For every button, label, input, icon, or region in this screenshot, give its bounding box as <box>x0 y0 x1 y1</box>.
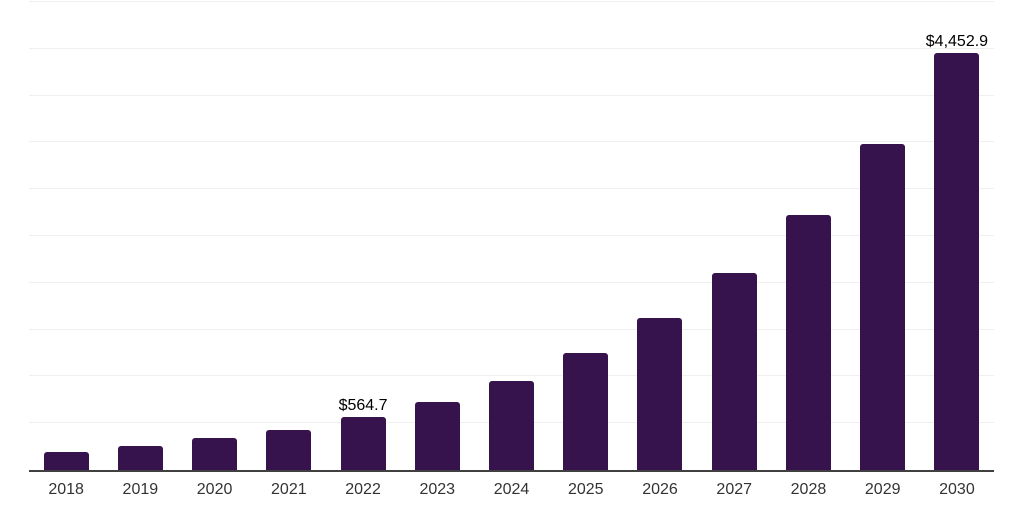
bar-2027 <box>711 272 757 470</box>
bar-2028 <box>785 215 831 470</box>
bar-2019 <box>117 446 163 470</box>
bar-2020 <box>192 438 238 470</box>
bar-column-2019 <box>103 2 177 470</box>
plot-area: $564.7 $4,452.9 <box>29 1 994 472</box>
bar-column-2024 <box>474 2 548 470</box>
x-axis-labels: 2018 2019 2020 2021 2022 2023 2024 2025 2026 2027… <box>29 481 994 499</box>
x-tick-label-2022: 2022 <box>345 481 381 498</box>
bar-2021 <box>266 429 312 470</box>
bar-column-2021 <box>252 2 326 470</box>
x-tick-label-2027: 2027 <box>716 481 753 498</box>
gridline <box>29 94 994 96</box>
bar-2018 <box>43 452 89 470</box>
bar-value-label-2030: $4,452.9 <box>925 33 989 51</box>
gridline <box>29 328 994 330</box>
bar-value-label-2022: $564.7 <box>338 397 388 415</box>
bar-2025 <box>563 352 609 470</box>
bar-column-2030: $4,452.9 <box>920 2 994 470</box>
x-tick-label-2025: 2025 <box>567 481 604 498</box>
gridline <box>29 235 994 236</box>
x-tick-label-2030: 2030 <box>939 481 975 498</box>
bar-column-2022: $564.7 <box>326 2 400 470</box>
x-tick-label-2018: 2018 <box>48 481 84 498</box>
bar-2023 <box>414 401 460 470</box>
bar-column-2018 <box>29 2 103 470</box>
bar-2026 <box>637 318 683 470</box>
bar-column-2029 <box>846 2 920 470</box>
x-tick-label-2028: 2028 <box>790 481 827 498</box>
gridline <box>29 141 994 143</box>
bar-column-2028 <box>771 2 845 470</box>
gridline <box>29 1 994 2</box>
bar-2022 <box>340 417 386 470</box>
bar-2029 <box>860 144 906 470</box>
x-tick-label-2026: 2026 <box>642 481 678 498</box>
bar-column-2025 <box>549 2 623 470</box>
x-tick-label-2024: 2024 <box>493 481 530 498</box>
gridline <box>29 47 994 49</box>
bar-column-2027 <box>697 2 771 470</box>
bar-2024 <box>489 380 535 470</box>
gridline <box>29 281 994 283</box>
gridline <box>29 375 994 377</box>
x-tick-label-2023: 2023 <box>419 481 456 498</box>
bars-row: $564.7 $4,452.9 <box>29 2 994 470</box>
bar-column-2020 <box>177 2 251 470</box>
bar-column-2023 <box>400 2 474 470</box>
bar-column-2026 <box>623 2 697 470</box>
x-tick-label-2021: 2021 <box>271 481 307 498</box>
x-tick-label-2019: 2019 <box>122 481 159 498</box>
bar-2030 <box>934 53 980 470</box>
x-tick-label-2029: 2029 <box>864 481 901 498</box>
x-tick-label-2020: 2020 <box>196 481 233 498</box>
gridline <box>29 188 994 190</box>
